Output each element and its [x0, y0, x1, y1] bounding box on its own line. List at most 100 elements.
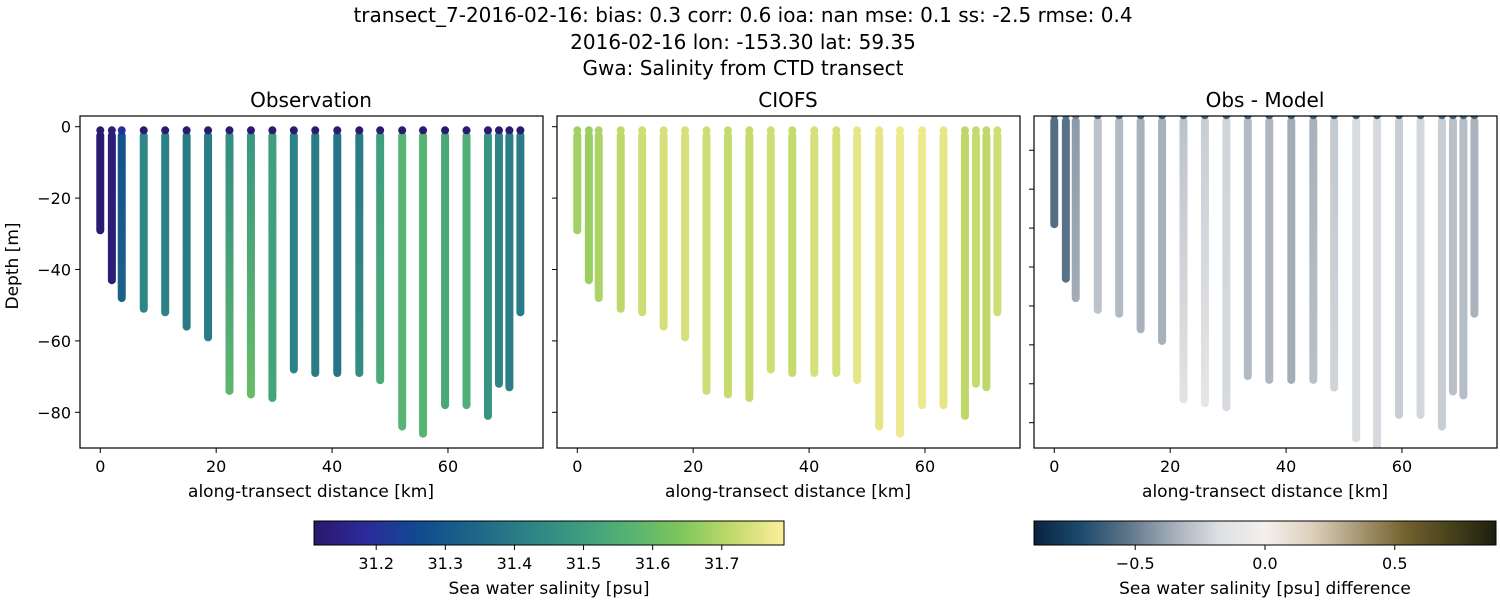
x-tick-label: 60: [915, 457, 935, 476]
station-surface-point: [483, 126, 492, 135]
x-axis-label: along-transect distance [km]: [665, 482, 911, 502]
suptitle-line-1: transect_7-2016-02-16: bias: 0.3 corr: 0…: [353, 3, 1132, 27]
colorbar-tick-label: 31.3: [428, 554, 464, 573]
station-surface-point: [355, 126, 364, 135]
station-surface-point: [1395, 116, 1403, 120]
station-surface-point: [1158, 116, 1166, 120]
suptitle-line-2: 2016-02-16 lon: -153.30 lat: 59.35: [570, 30, 916, 54]
station-surface-point: [960, 126, 969, 135]
colorbar-tick-label: 31.2: [358, 554, 394, 573]
station-surface-point: [419, 126, 428, 135]
station-surface-point: [139, 126, 148, 135]
x-tick-label: 20: [1160, 457, 1180, 476]
panel-obs-minus-model: Obs - Model along-transect distance [km]…: [1029, 88, 1498, 502]
colorbar-difference: Sea water salinity [psu] difference −0.5…: [1033, 520, 1497, 599]
station-surface-point: [182, 126, 191, 135]
station-surface-point: [1115, 116, 1124, 120]
panel-title: Observation: [250, 88, 372, 112]
station-surface-point: [810, 126, 819, 135]
station-surface-point: [1352, 116, 1361, 120]
colorbar-tick-label: 31.5: [566, 554, 602, 573]
x-tick-label: 40: [799, 457, 819, 476]
y-tick-label: −80: [37, 403, 71, 422]
station-surface-point: [788, 126, 797, 135]
colorbar-salinity: Sea water salinity [psu] 31.2 31.3 31.4 31.…: [313, 520, 785, 599]
station-surface-point: [107, 126, 116, 135]
x-axis-label: along-transect distance [km]: [1142, 482, 1388, 502]
colorbar-tick-label: −0.5: [1116, 554, 1155, 573]
station-surface-point: [225, 126, 234, 135]
station-surface-point: [681, 126, 690, 135]
station-surface-point: [659, 126, 668, 135]
station-surface-point: [505, 126, 514, 135]
colorbar-label: Sea water salinity [psu] difference: [1119, 579, 1411, 599]
axes-frame: [1033, 115, 1498, 449]
station-surface-point: [982, 126, 991, 135]
data-layer: [573, 126, 1002, 438]
y-tick-label: −60: [37, 332, 71, 351]
station-surface-point: [594, 126, 603, 135]
station-surface-point: [246, 126, 255, 135]
station-surface-point: [853, 126, 862, 135]
station-surface-point: [1373, 116, 1381, 120]
station-surface-point: [1201, 116, 1209, 120]
station-surface-point: [584, 126, 593, 135]
colorbar-tick-label: 31.7: [704, 554, 740, 573]
station-surface-point: [462, 126, 471, 135]
x-tick-label: 0: [572, 457, 582, 476]
y-axis-label: Depth [m]: [3, 222, 23, 309]
axes-frame: [556, 115, 1021, 449]
x-tick-label: 20: [206, 457, 226, 476]
station-surface-point: [1093, 116, 1102, 120]
suptitle-line-3: Gwa: Salinity from CTD transect: [583, 56, 904, 80]
station-surface-point: [1071, 116, 1080, 120]
station-surface-point: [702, 126, 711, 135]
panel-title: Obs - Model: [1206, 88, 1325, 112]
x-tick-label: 40: [322, 457, 342, 476]
station-surface-point: [573, 126, 582, 135]
x-tick-label: 60: [438, 457, 458, 476]
panel-observation: Observation along-transect distance [km]…: [3, 88, 544, 502]
station-surface-point: [268, 126, 277, 135]
x-tick-label: 0: [95, 457, 105, 476]
station-surface-point: [289, 126, 298, 135]
station-surface-point: [918, 126, 927, 135]
station-surface-point: [832, 126, 841, 135]
station-surface-point: [766, 126, 775, 135]
station-surface-point: [1050, 116, 1059, 120]
station-surface-point: [1416, 116, 1425, 120]
station-surface-point: [398, 126, 407, 135]
colorbar-gradient: [1033, 520, 1497, 546]
station-surface-point: [1449, 116, 1457, 120]
station-surface-point: [723, 126, 732, 135]
station-surface-point: [896, 126, 905, 135]
station-surface-point: [1061, 116, 1070, 120]
station-surface-point: [745, 126, 754, 135]
y-tick-label: −40: [37, 261, 71, 280]
station-surface-point: [204, 126, 213, 135]
station-surface-point: [376, 126, 385, 135]
x-tick-label: 20: [683, 457, 703, 476]
station-surface-point: [1438, 116, 1446, 120]
x-tick-label: 60: [1392, 457, 1412, 476]
station-surface-point: [117, 126, 126, 135]
station-surface-point: [516, 126, 525, 135]
panel-title: CIOFS: [758, 88, 817, 112]
station-surface-point: [1243, 116, 1252, 120]
y-tick-label: 0: [61, 118, 71, 137]
data-layer: [96, 126, 525, 438]
axes-frame: [79, 115, 544, 449]
station-surface-point: [494, 126, 503, 135]
x-tick-label: 40: [1276, 457, 1296, 476]
station-surface-point: [1265, 116, 1274, 120]
station-surface-point: [971, 126, 980, 135]
panel-ciofs: CIOFS along-transect distance [km] 0 20 40…: [552, 88, 1021, 502]
x-tick-label: 0: [1049, 457, 1059, 476]
x-axis-label: along-transect distance [km]: [188, 482, 434, 502]
station-surface-point: [1222, 116, 1231, 120]
station-surface-point: [333, 126, 342, 135]
colorbar-gradient: [313, 520, 785, 546]
station-surface-point: [1309, 116, 1318, 120]
station-surface-point: [441, 126, 450, 135]
